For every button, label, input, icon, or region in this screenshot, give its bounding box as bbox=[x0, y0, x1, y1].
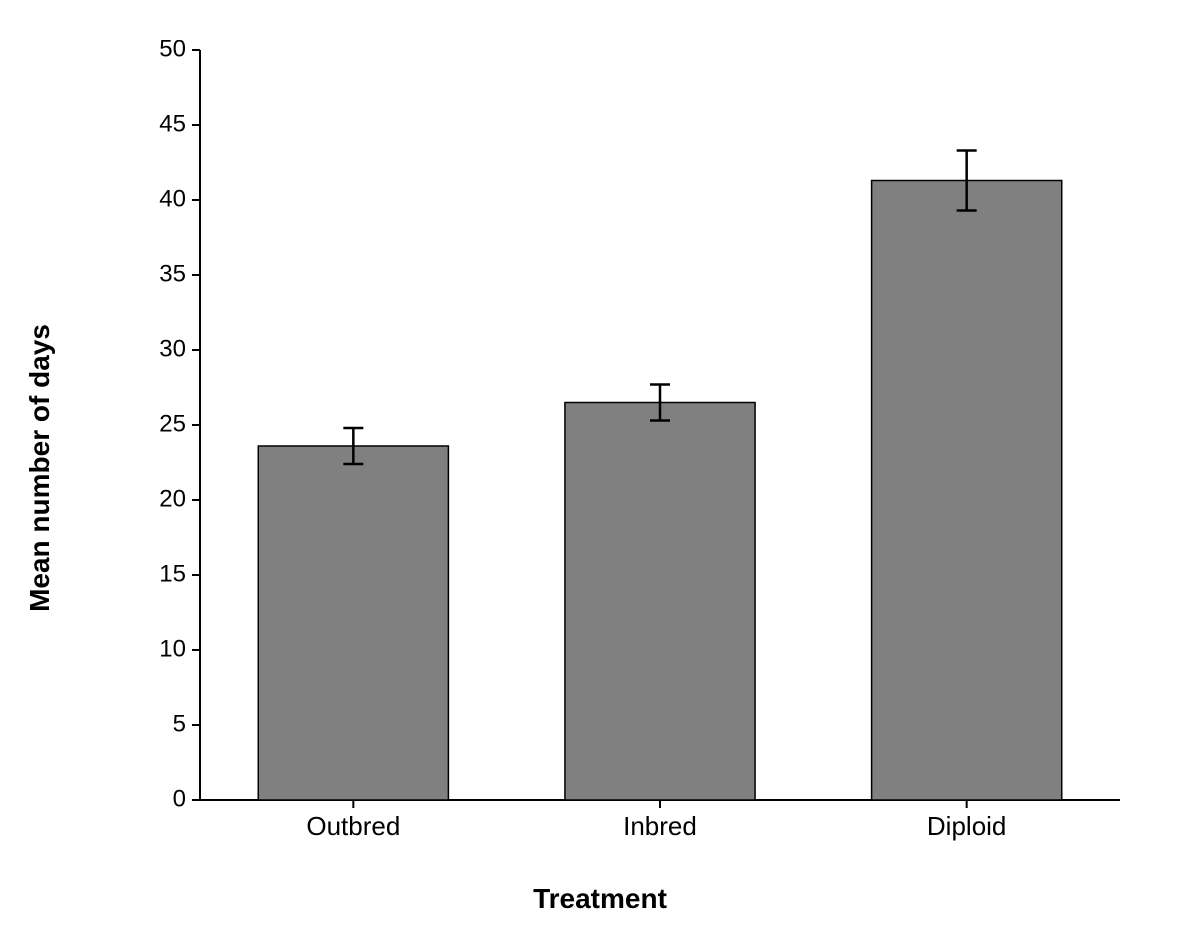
plot-area: 05101520253035404550OutbredInbredDiploid bbox=[150, 40, 1130, 800]
bar bbox=[565, 403, 755, 801]
y-axis-label: Mean number of days bbox=[24, 324, 56, 612]
y-tick-label: 0 bbox=[173, 785, 186, 812]
y-tick-label: 15 bbox=[159, 560, 186, 587]
y-tick-label: 5 bbox=[173, 710, 186, 737]
bar bbox=[258, 446, 448, 800]
y-tick-label: 25 bbox=[159, 410, 186, 437]
chart-container: Mean number of days 05101520253035404550… bbox=[50, 30, 1150, 905]
y-tick-label: 50 bbox=[159, 40, 186, 62]
x-tick-label: Diploid bbox=[927, 811, 1007, 841]
x-axis-label: Treatment bbox=[533, 883, 667, 915]
y-tick-label: 10 bbox=[159, 635, 186, 662]
bar bbox=[872, 181, 1062, 801]
x-tick-label: Outbred bbox=[306, 811, 400, 841]
y-tick-label: 35 bbox=[159, 260, 186, 287]
y-tick-label: 30 bbox=[159, 335, 186, 362]
x-tick-label: Inbred bbox=[623, 811, 697, 841]
y-tick-label: 20 bbox=[159, 485, 186, 512]
chart-svg: 0 5 10 15 20 25 30 35 40 45 50 Outbred Inbred Diploid bbox=[150, 40, 1130, 860]
y-tick-label: 45 bbox=[159, 110, 186, 137]
y-tick-label: 40 bbox=[159, 185, 186, 212]
